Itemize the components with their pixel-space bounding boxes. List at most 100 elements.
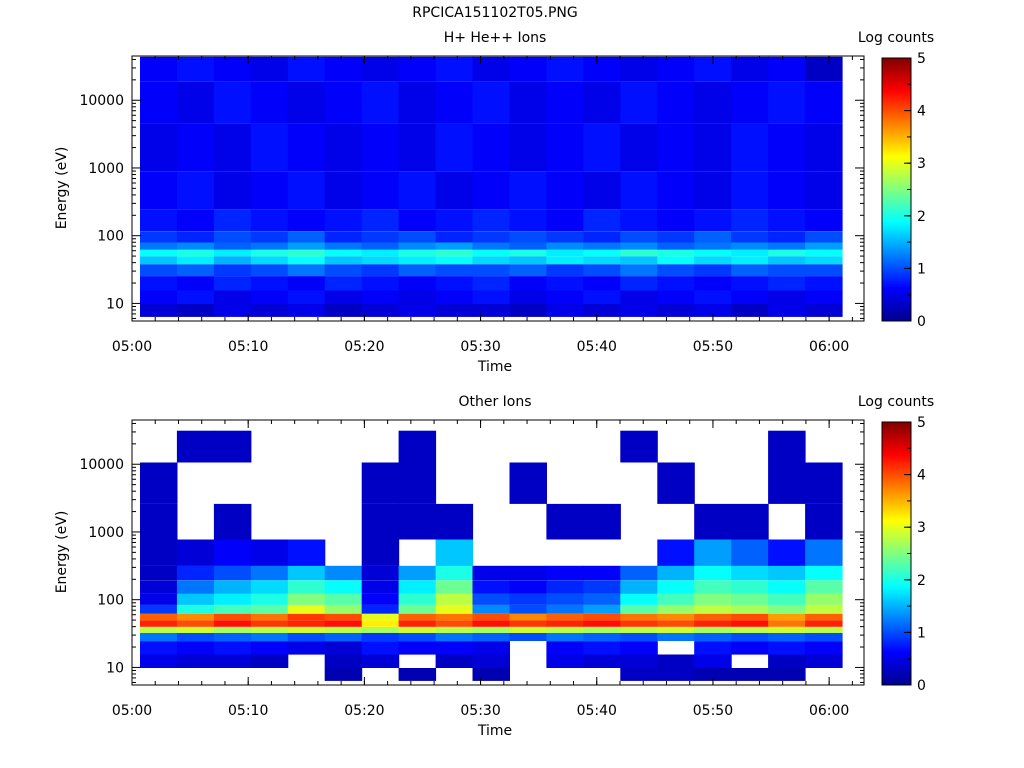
spectrogram-cell [583,256,621,265]
spectrogram-cell [398,290,437,304]
spectrogram-cell [657,654,695,668]
y-axis: 10 100 1000 10000 [79,422,864,683]
spectrogram-cell [546,123,584,172]
spectrogram-cell [472,668,510,681]
spectrogram-cell [472,171,510,210]
spectrogram-cell [620,242,658,250]
y-tick-label: 100 [97,229,124,245]
spectrogram-cell [140,56,178,82]
spectrogram-cell [140,620,178,627]
spectrogram-cell [176,654,215,668]
spectrogram-cell [731,580,769,594]
spectrogram-cell [583,620,621,627]
spectrogram-cell [731,604,769,614]
x-tick-label: 06:00 [809,703,849,719]
spectrogram-cell [287,242,326,250]
spectrogram-cell [250,290,289,304]
spectrogram-cell [140,632,178,641]
y-tick-label: 100 [97,593,124,609]
spectrogram-cell [620,256,658,265]
spectrogram-cell [361,81,400,124]
spectrogram-cell [398,430,437,463]
spectrogram-cell [657,81,695,124]
colorbar-tick-label: 2 [917,573,926,589]
spectrogram-cell [657,290,695,304]
spectrogram-cell [472,81,510,124]
spectrogram-cell [287,304,326,317]
spectrogram-cell [657,304,695,317]
spectrogram-cell [546,290,584,304]
spectrogram-cell [657,209,695,232]
spectrogram-cell [509,462,547,504]
spectrogram-cell [176,242,215,250]
spectrogram-cell [472,264,510,277]
spectrogram-cell [583,626,621,633]
spectrogram-cell [398,626,437,633]
x-tick-label: 05:10 [228,703,268,719]
spectrogram-cell [250,565,289,581]
spectrogram-cell [176,626,215,633]
colorbar-label: Log counts [858,394,934,410]
spectrogram-cell [287,209,326,232]
spectrogram-cell [213,604,252,614]
spectrogram-cell [583,304,621,317]
spectrogram-cell [324,304,363,317]
spectrogram-cell [287,231,326,243]
spectrogram-cell [546,231,584,243]
spectrogram-cell [250,264,289,277]
spectrogram-cell [731,626,769,633]
spectrogram-cell [361,242,400,250]
spectrogram-cell [472,654,510,668]
spectrogram-cell [398,304,437,317]
spectrogram-cell [140,81,178,124]
spectrogram-cell [583,231,621,243]
spectrogram-cell [435,580,474,594]
spectrogram-cell [805,593,843,605]
spectrogram-cell [213,641,252,655]
spectrogram-cell [287,123,326,172]
spectrogram-cell [694,593,732,605]
spectrogram-cell [768,123,806,172]
spectrogram-cell [250,593,289,605]
spectrogram-cell [583,264,621,277]
ion-spectrogram-h-he: H+ He++ Ions 05:00 05:10 05:20 05:30 05:40 05… [54,30,934,375]
y-axis-label: Energy (eV) [54,147,70,230]
spectrogram-cell [250,249,289,257]
spectrogram-cell [657,565,695,581]
spectrogram-cell [361,539,400,566]
ion-spectrogram-other: Other Ions 05:00 05:10 05:20 05:30 05:40 05:5… [54,394,934,739]
spectrogram-cell [694,249,732,257]
spectrogram-cell [546,604,584,614]
spectrogram-cell [768,641,806,655]
spectrogram-cell [250,620,289,627]
spectrogram-cell [287,264,326,277]
spectrogram-cell [287,641,326,655]
spectrogram-cell [398,249,437,257]
spectrogram-cell [324,290,363,304]
spectrogram-cell [509,290,547,304]
spectrogram-cell [472,256,510,265]
x-tick-label: 05:50 [693,339,733,355]
colorbar-tick-label: 4 [917,104,926,120]
spectrogram-cell [140,626,178,633]
spectrogram-cell [176,613,215,621]
spectrogram-cell [472,56,510,82]
spectrogram-cell [140,641,178,655]
spectrogram-cell [140,242,178,250]
spectrogram-cell [768,171,806,210]
x-tick-label: 05:40 [577,703,617,719]
spectrogram-cell [324,580,363,594]
colorbar-tick-label: 4 [917,468,926,484]
spectrogram-cell [213,503,252,540]
spectrogram-cell [694,503,732,540]
spectrogram-cell [620,593,658,605]
spectrogram-cell [361,171,400,210]
spectrogram-cell [583,641,621,655]
spectrogram-cell [250,304,289,317]
spectrogram-cell [213,171,252,210]
spectrogram-cell [176,304,215,317]
spectrogram-cell [361,304,400,317]
spectrogram-cell [435,620,474,627]
spectrogram-cell [731,249,769,257]
y-tick-label: 10 [106,296,124,312]
